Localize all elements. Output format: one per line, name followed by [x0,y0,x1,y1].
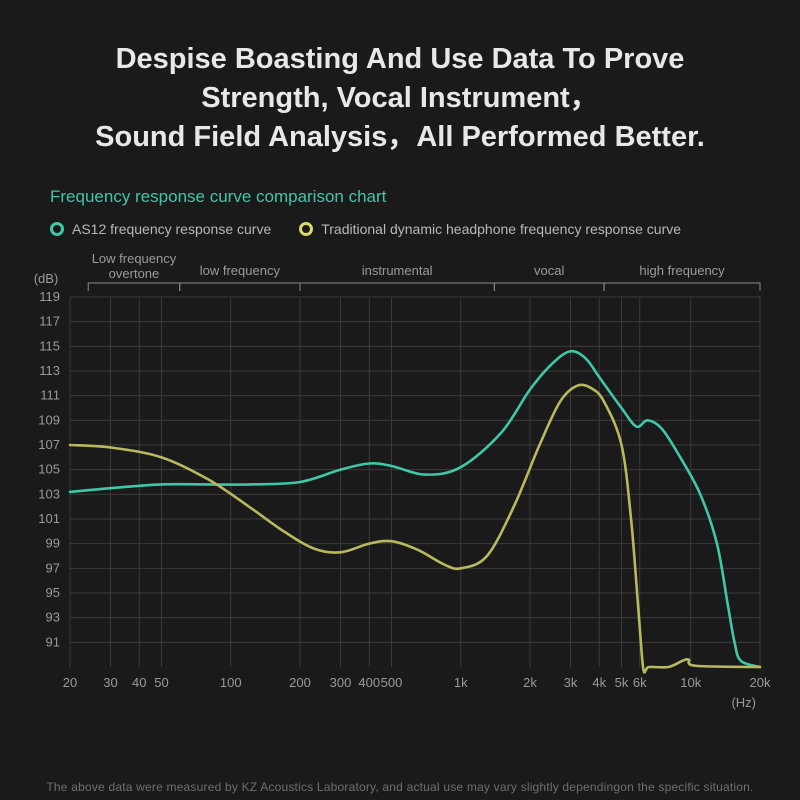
svg-text:vocal: vocal [534,263,564,278]
svg-text:4k: 4k [592,675,606,690]
svg-text:high frequency: high frequency [639,263,725,278]
legend-label-as12: AS12 frequency response curve [72,221,271,237]
svg-text:5k: 5k [615,675,629,690]
svg-text:101: 101 [38,511,60,526]
svg-text:10k: 10k [680,675,701,690]
footnote: The above data were measured by KZ Acous… [0,780,800,794]
svg-text:overtone: overtone [109,266,160,281]
svg-text:(dB): (dB) [34,271,59,286]
svg-text:1k: 1k [454,675,468,690]
svg-text:20k: 20k [750,675,770,690]
svg-text:119: 119 [39,289,60,304]
svg-text:6k: 6k [633,675,647,690]
svg-text:(Hz): (Hz) [731,695,756,710]
svg-text:109: 109 [38,413,60,428]
legend-label-traditional: Traditional dynamic headphone frequency … [321,221,681,237]
svg-text:115: 115 [39,339,60,354]
legend-item-traditional: Traditional dynamic headphone frequency … [299,221,681,237]
svg-text:low frequency: low frequency [200,263,281,278]
legend: AS12 frequency response curve Traditiona… [0,221,800,247]
svg-text:30: 30 [103,675,117,690]
svg-text:400: 400 [358,675,380,690]
svg-text:103: 103 [38,487,60,502]
svg-text:3k: 3k [564,675,578,690]
svg-text:20: 20 [63,675,77,690]
svg-text:95: 95 [46,585,60,600]
svg-text:Low frequency: Low frequency [92,251,177,266]
svg-text:50: 50 [154,675,168,690]
chart-subtitle: Frequency response curve comparison char… [0,177,800,221]
svg-text:91: 91 [46,635,60,650]
svg-text:40: 40 [132,675,146,690]
svg-text:99: 99 [46,536,60,551]
frequency-response-chart: 91 93 95 97 99 101 103 105 107 109 111 113 115 117 119… [10,247,770,717]
headline-line-2: Strength, Vocal Instrument， [30,79,770,118]
chart-svg: 91 93 95 97 99 101 103 105 107 109 111 113 115 117 119… [10,247,770,717]
svg-text:111: 111 [40,388,60,403]
svg-text:107: 107 [38,437,60,452]
legend-item-as12: AS12 frequency response curve [50,221,271,237]
svg-text:500: 500 [381,675,403,690]
svg-text:117: 117 [39,314,60,329]
legend-swatch-as12 [50,222,64,236]
headline: Despise Boasting And Use Data To Prove S… [0,0,800,177]
svg-text:93: 93 [46,610,60,625]
svg-text:2k: 2k [523,675,537,690]
svg-text:97: 97 [46,561,60,576]
headline-line-1: Despise Boasting And Use Data To Prove [30,40,770,79]
legend-swatch-traditional [299,222,313,236]
svg-text:300: 300 [330,675,352,690]
headline-line-3: Sound Field Analysis，All Performed Bette… [30,118,770,157]
svg-text:113: 113 [39,363,60,378]
svg-text:105: 105 [38,462,60,477]
svg-text:instrumental: instrumental [362,263,433,278]
svg-text:100: 100 [220,675,242,690]
svg-text:200: 200 [289,675,311,690]
